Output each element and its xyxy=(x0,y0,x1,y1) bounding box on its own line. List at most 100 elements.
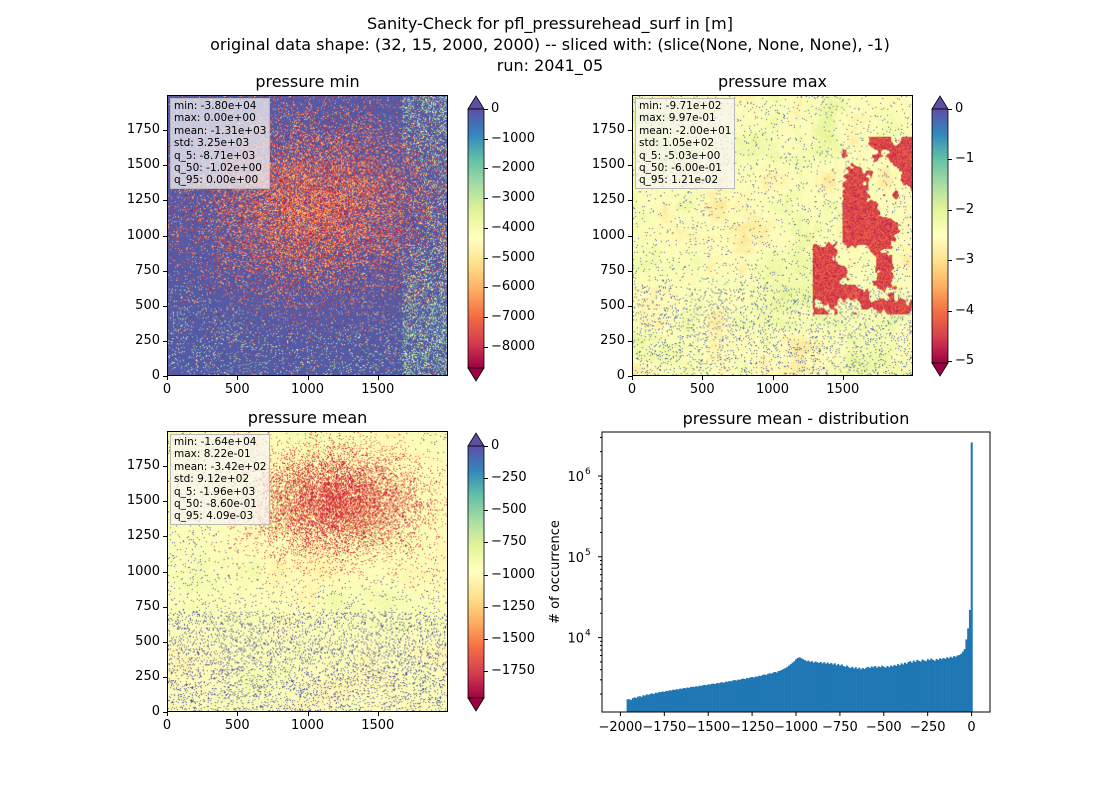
x-tick-label: −1500 xyxy=(686,720,730,735)
stat-line: std: 3.25e+03 xyxy=(174,137,250,150)
histogram-bar xyxy=(723,682,726,712)
x-tick-label: 500 xyxy=(689,382,715,397)
histogram-bar xyxy=(721,682,724,712)
histogram-bar xyxy=(633,697,636,712)
histogram-bar xyxy=(956,655,959,712)
histogram-bar xyxy=(796,657,799,712)
histogram-bar xyxy=(774,672,777,712)
histogram-bar xyxy=(965,639,968,712)
colorbar-tick-label: −1750 xyxy=(491,663,535,678)
histogram-bar xyxy=(682,687,685,712)
y-tick-label: 1250 xyxy=(591,192,625,208)
histogram-bar xyxy=(709,684,712,712)
histogram-axes: −2000 −1750 −1500 −1250 −1000 −750 −500 −250 0 10… xyxy=(567,436,976,735)
x-tick-label: 1000 xyxy=(755,382,790,397)
histogram-bar xyxy=(919,661,922,712)
histogram-bar xyxy=(800,658,803,712)
histogram-bar xyxy=(749,677,752,712)
histogram-bar xyxy=(814,661,817,712)
y-tick-label: 0 xyxy=(151,704,160,719)
x-tick-label: 0 xyxy=(627,382,637,397)
x-tick-mark xyxy=(237,376,239,380)
histogram-bar xyxy=(968,609,971,712)
histogram-bar xyxy=(695,686,698,712)
histogram-title: pressure mean - distribution xyxy=(683,409,910,428)
colorbar-graphic xyxy=(467,95,485,382)
histogram-bar xyxy=(728,681,731,712)
histogram-bar xyxy=(889,665,892,712)
histogram-bar xyxy=(737,679,740,712)
histogram-bar xyxy=(803,660,806,712)
y-tick-label: 1000 xyxy=(126,563,160,579)
heatmap-pressure-max: min: -9.71e+02 max: 9.97e-01 mean: -2.00… xyxy=(632,95,913,376)
x-tick-mark xyxy=(377,712,379,716)
histogram-bar xyxy=(960,653,963,712)
x-tick-mark xyxy=(842,376,844,380)
histogram-bar xyxy=(946,657,949,712)
histogram-bar xyxy=(770,673,773,712)
stat-line: q_5: -1.96e+03 xyxy=(174,485,256,498)
x-tick-mark xyxy=(772,376,774,380)
colorbar-extend-min xyxy=(931,362,949,377)
stat-line: min: -3.80e+04 xyxy=(174,100,257,112)
histogram-bar xyxy=(642,695,645,712)
x-tick-mark xyxy=(632,376,633,380)
colorbar-tick-label: −4000 xyxy=(491,219,535,235)
histogram-bar xyxy=(763,674,766,712)
histogram-bar xyxy=(812,662,815,712)
histogram-bar xyxy=(823,662,826,712)
colorbar-tick-mark xyxy=(484,606,488,608)
histogram-bar xyxy=(874,666,877,712)
colorbar-tick-mark xyxy=(948,209,952,211)
histogram-bar xyxy=(831,664,835,712)
histogram-bar xyxy=(638,696,641,712)
histogram-bar xyxy=(967,628,970,712)
stat-line: std: 1.05e+02 xyxy=(639,137,715,150)
histogram-bar xyxy=(735,680,738,712)
histogram-bar xyxy=(951,657,954,712)
x-tick-mark xyxy=(167,376,168,380)
histogram-bar xyxy=(666,691,670,712)
stat-line: max: 8.22e-01 xyxy=(174,448,251,461)
colorbar-tick-mark xyxy=(948,310,952,312)
y-tick-label: 10 xyxy=(567,470,584,485)
y-tick-mark xyxy=(628,235,632,237)
histogram-bar xyxy=(970,442,973,712)
histogram-bar xyxy=(925,661,928,712)
histogram-bar xyxy=(844,666,847,712)
histogram-bar xyxy=(767,673,770,712)
y-tick-label: 250 xyxy=(135,332,160,348)
y-tick-exponent: 6 xyxy=(585,467,591,477)
y-tick-mark xyxy=(628,165,632,167)
histogram-bar xyxy=(826,662,829,712)
y-tick-exponent: 5 xyxy=(585,548,591,558)
y-tick-mark xyxy=(163,235,167,237)
y-tick-mark xyxy=(163,200,167,202)
histogram-bar xyxy=(688,687,691,712)
histogram-bar xyxy=(858,667,861,712)
y-tick-label: 1750 xyxy=(591,122,625,138)
histogram-bar xyxy=(937,659,940,712)
y-tick-mark xyxy=(628,340,632,342)
colorbar-extend-min xyxy=(467,697,485,712)
y-tick-exponent: 4 xyxy=(585,629,591,639)
stat-line: q_5: -8.71e+03 xyxy=(174,149,256,162)
y-tick-label: 1500 xyxy=(126,493,160,509)
histogram-bar xyxy=(696,686,699,712)
histogram-bar xyxy=(863,668,866,712)
histogram-bar xyxy=(902,664,905,712)
colorbar-graphic xyxy=(931,95,949,377)
colorbar-tick-label: −2000 xyxy=(491,160,535,176)
histogram-bar xyxy=(768,673,771,712)
colorbar-tick-label: −1000 xyxy=(491,566,535,582)
y-tick-mark xyxy=(163,376,167,377)
y-tick-label: 750 xyxy=(135,262,160,278)
colorbar-tick-mark xyxy=(484,287,488,289)
x-tick-label: 1000 xyxy=(290,718,325,733)
histogram-bar xyxy=(784,668,787,712)
panel-title-min: pressure min xyxy=(255,72,360,91)
colorbar-tick-mark xyxy=(484,510,488,512)
histogram-bar xyxy=(707,684,710,712)
histogram-bar xyxy=(944,658,947,712)
